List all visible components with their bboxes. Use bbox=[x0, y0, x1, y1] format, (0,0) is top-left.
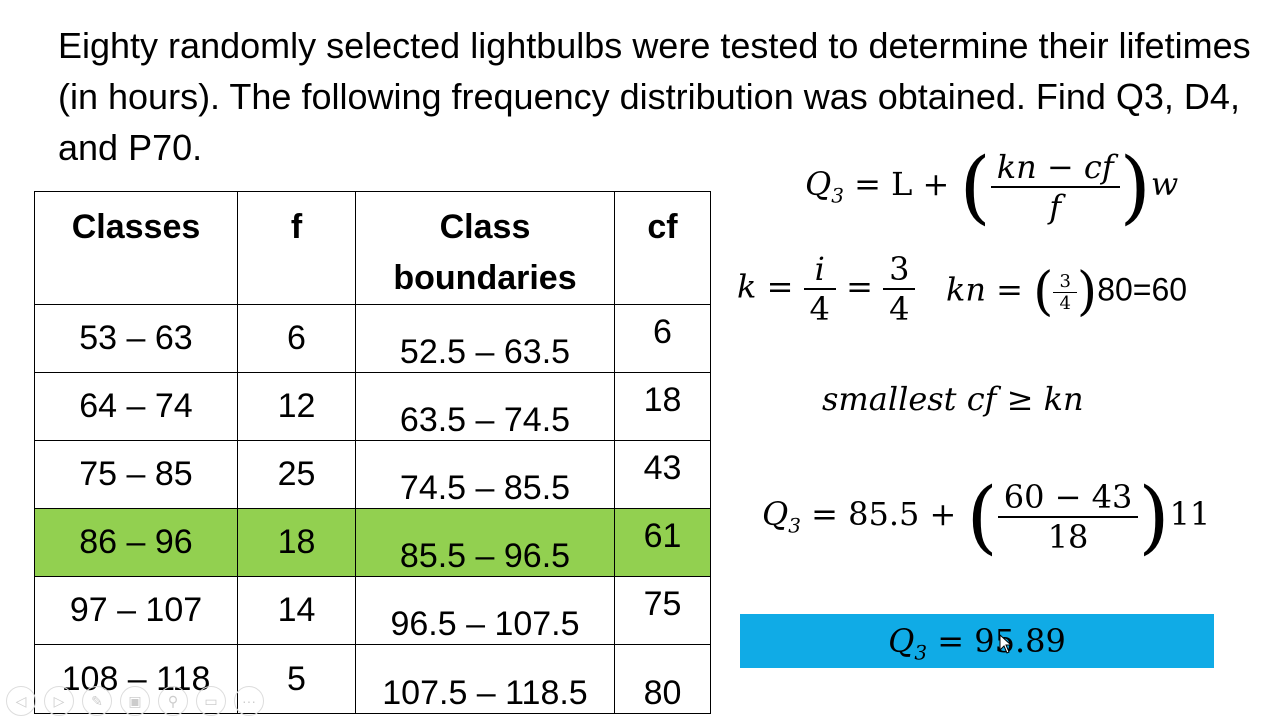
cell-boundaries: 96.5 – 107.5 bbox=[355, 576, 615, 645]
answer-box: Q3 = 95.89 bbox=[740, 614, 1214, 668]
table-row: 64 – 74 12 63.5 – 74.5 18 bbox=[34, 372, 711, 441]
mouse-cursor-icon bbox=[999, 634, 1013, 654]
denominator: 4 bbox=[889, 290, 910, 328]
cell-f: 14 bbox=[237, 576, 356, 645]
q-symbol: Q bbox=[805, 165, 832, 203]
cell-boundaries: 85.5 – 96.5 bbox=[355, 508, 615, 577]
fraction: kn − cf f bbox=[990, 148, 1120, 226]
slideshow-toolbar: ◁ ▷ ✎ ▣ ⚲ ▭ ··· bbox=[6, 686, 264, 716]
cell-f: 12 bbox=[237, 372, 356, 441]
table-row: 97 – 107 14 96.5 – 107.5 75 bbox=[34, 576, 711, 645]
right-paren: ) bbox=[1076, 262, 1098, 322]
q-symbol: Q bbox=[888, 622, 915, 660]
q-symbol: Q bbox=[762, 495, 789, 533]
cell-cf: 6 bbox=[614, 304, 711, 373]
left-paren: ( bbox=[959, 140, 991, 233]
cell-cf: 43 bbox=[614, 440, 711, 509]
numerator: kn − cf bbox=[990, 148, 1120, 188]
selection-rule: smallest cf ≥ kn bbox=[822, 380, 1084, 418]
k-lhs: k = bbox=[737, 267, 804, 306]
cell-cf: 61 bbox=[614, 508, 711, 577]
cell-f: 18 bbox=[237, 508, 356, 577]
width-symbol: w bbox=[1150, 165, 1179, 203]
next-slide-icon[interactable]: ▷ bbox=[44, 686, 74, 716]
zoom-icon[interactable]: ⚲ bbox=[158, 686, 188, 716]
subscript: 3 bbox=[831, 183, 844, 208]
table-row: 53 – 63 6 52.5 – 63.5 6 bbox=[34, 304, 711, 373]
q3-formula: Q3 = L + (kn − cf f)w bbox=[805, 140, 1178, 233]
cell-classes: 64 – 74 bbox=[34, 372, 238, 441]
denominator: 4 bbox=[809, 290, 830, 328]
problem-statement: Eighty randomly selected lightbulbs were… bbox=[58, 25, 1251, 168]
cell-f: 5 bbox=[237, 644, 356, 714]
cell-classes: 97 – 107 bbox=[34, 576, 238, 645]
equals-l-plus: = L + bbox=[843, 165, 960, 203]
cell-boundaries: 63.5 – 74.5 bbox=[355, 372, 615, 441]
numerator: 60 − 43 bbox=[997, 478, 1139, 518]
header-f: f bbox=[237, 191, 356, 305]
equals-85-5-plus: = 85.5 + bbox=[800, 495, 967, 533]
cell-f: 25 bbox=[237, 440, 356, 509]
denominator: 4 bbox=[1059, 292, 1071, 314]
cell-cf: 18 bbox=[614, 372, 711, 441]
fraction: 60 − 43 18 bbox=[997, 478, 1139, 556]
answer-value: = 95.89 bbox=[927, 622, 1066, 660]
frequency-table: Classes f Class boundaries cf 53 – 63 6 … bbox=[34, 191, 711, 714]
cell-boundaries: 107.5 – 118.5 bbox=[355, 644, 615, 714]
table-header-row: Classes f Class boundaries cf bbox=[34, 191, 711, 305]
right-paren: ) bbox=[1138, 470, 1170, 563]
previous-slide-icon[interactable]: ◁ bbox=[6, 686, 36, 716]
subscript: 3 bbox=[914, 640, 928, 665]
cell-classes: 86 – 96 bbox=[34, 508, 238, 577]
more-options-icon[interactable]: ··· bbox=[234, 686, 264, 716]
table-row: 75 – 85 25 74.5 – 85.5 43 bbox=[34, 440, 711, 509]
cell-cf: 75 bbox=[614, 576, 711, 645]
denominator: f bbox=[1049, 187, 1062, 226]
header-cf: cf bbox=[614, 191, 711, 305]
see-all-slides-icon[interactable]: ▣ bbox=[120, 686, 150, 716]
left-paren: ( bbox=[966, 470, 998, 563]
cell-boundaries: 74.5 – 85.5 bbox=[355, 440, 615, 509]
numerator: 3 bbox=[883, 250, 916, 290]
cell-boundaries: 52.5 – 63.5 bbox=[355, 304, 615, 373]
cell-f: 6 bbox=[237, 304, 356, 373]
header-classes: Classes bbox=[34, 191, 238, 305]
pen-icon[interactable]: ✎ bbox=[82, 686, 112, 716]
numerator: i bbox=[803, 250, 836, 290]
q3-substituted: Q3 = 85.5 + (60 − 43 18)11 bbox=[762, 470, 1210, 563]
cell-classes: 75 – 85 bbox=[34, 440, 238, 509]
numerator: 3 bbox=[1053, 271, 1077, 293]
kn-definition: kn = (3 4)80=60 bbox=[946, 262, 1187, 322]
cell-classes: 53 – 63 bbox=[34, 304, 238, 373]
cell-cf: 80 bbox=[614, 644, 711, 714]
equals: = bbox=[835, 267, 884, 306]
kn-value: 80=60 bbox=[1097, 271, 1188, 308]
left-paren: ( bbox=[1033, 262, 1054, 322]
right-paren: ) bbox=[1119, 140, 1151, 233]
denominator: 18 bbox=[1047, 517, 1089, 556]
header-class-boundaries: Class boundaries bbox=[355, 191, 615, 305]
table-row-highlighted: 86 – 96 18 85.5 – 96.5 61 bbox=[34, 508, 711, 577]
subtitles-icon[interactable]: ▭ bbox=[196, 686, 226, 716]
subscript: 3 bbox=[788, 513, 801, 538]
width-value: 11 bbox=[1169, 495, 1211, 533]
kn-lhs: kn = bbox=[946, 270, 1034, 309]
